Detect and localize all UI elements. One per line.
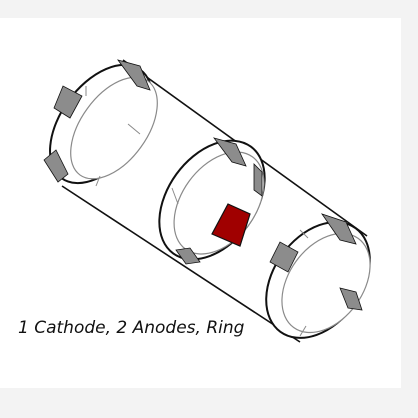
ring-left [43, 59, 158, 187]
ring-left-segment-bottom [43, 149, 69, 183]
ring-middle [158, 137, 266, 265]
tube-outline-bottom [61, 185, 301, 343]
ring-middle-segment-top [212, 137, 247, 167]
ring-middle-segment-right [253, 163, 263, 197]
ring-middle-segment-bottom [175, 247, 201, 265]
diagram-caption: 1 Cathode, 2 Anodes, Ring [18, 318, 245, 338]
ring-middle-highlight-segment [211, 203, 251, 247]
ring-right-segment-left [269, 241, 299, 273]
ring-right [265, 213, 371, 339]
ring-right-segment-top [320, 213, 357, 245]
ring-left-segment-left [53, 85, 83, 119]
ring-right-segment-right [339, 287, 363, 311]
ring-left-segment-top [117, 59, 151, 91]
